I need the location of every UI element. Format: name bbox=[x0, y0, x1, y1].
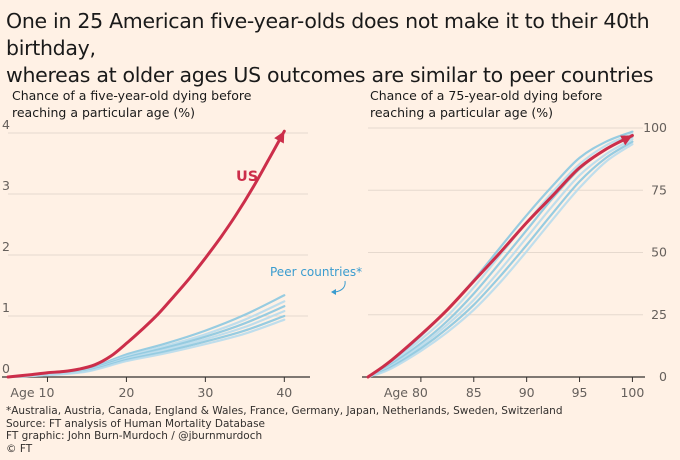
chart1-peer-pointer-head bbox=[331, 289, 336, 295]
chart1-y-tick-label: 2 bbox=[2, 239, 10, 254]
chart1-series-peer-line bbox=[6, 318, 286, 379]
chart1-subtitle-line1: Chance of a five-year-old dying before bbox=[12, 88, 252, 103]
chart1-subtitle-line2: reaching a particular age (%) bbox=[12, 105, 195, 120]
chart2-series-peer-line bbox=[366, 140, 634, 379]
chart2-series-us-line bbox=[366, 134, 634, 379]
chart1-x-tick-label: 40 bbox=[276, 385, 292, 400]
chart1-x-tick-label: Age 10 bbox=[10, 385, 54, 400]
chart2-subtitle-line2: reaching a particular age (%) bbox=[370, 105, 553, 120]
chart-headline: One in 25 American five-year-olds does n… bbox=[6, 8, 678, 89]
chart1-series-peer-line bbox=[6, 300, 286, 379]
copyright-note: © FT bbox=[6, 442, 33, 455]
chart2-x-tick-label: 95 bbox=[572, 385, 588, 400]
chart-headline-line2: whereas at older ages US outcomes are si… bbox=[6, 63, 654, 87]
footer: *Australia, Austria, Canada, England & W… bbox=[6, 405, 563, 455]
chart2-us-arrowhead bbox=[620, 135, 633, 146]
chart2-y-tick-label: 100 bbox=[643, 120, 667, 135]
chart2-y-tick-label: 50 bbox=[651, 245, 667, 260]
chart2-subtitle-line1: Chance of a 75-year-old dying before bbox=[370, 88, 603, 103]
chart1-y-tick-label: 3 bbox=[2, 178, 10, 193]
chart2-series-peer-line bbox=[366, 143, 634, 379]
chart1-x-tick-label: 20 bbox=[118, 385, 134, 400]
chart1-y-tick-label: 0 bbox=[2, 361, 10, 376]
footnote: *Australia, Austria, Canada, England & W… bbox=[6, 405, 563, 417]
chart1-us-arrowhead bbox=[274, 131, 285, 144]
chart2-x-tick-label: 90 bbox=[519, 385, 535, 400]
source-note: Source: FT analysis of Human Mortality D… bbox=[6, 417, 266, 430]
chart2-x-tick-label: 85 bbox=[466, 385, 482, 400]
chart2-y-tick-label: 75 bbox=[651, 182, 667, 197]
chart1-y-tick-label: 4 bbox=[2, 117, 10, 132]
chart2-x-tick-label: Age 80 bbox=[384, 385, 428, 400]
chart-headline-line1: One in 25 American five-year-olds does n… bbox=[6, 9, 650, 60]
credit-note: FT graphic: John Burn-Murdoch / @jburnmu… bbox=[6, 430, 263, 443]
chart1-y-tick-label: 1 bbox=[2, 300, 10, 315]
chart1-peer-label: Peer countries* bbox=[270, 265, 362, 279]
chart2-series-peer-line bbox=[366, 133, 634, 379]
chart2-y-tick-label: 25 bbox=[651, 307, 667, 322]
chart1-peer-pointer bbox=[334, 280, 346, 293]
chart1-series-us-line bbox=[6, 129, 286, 379]
chart1-x-tick-label: 30 bbox=[197, 385, 213, 400]
chart1-series-peer-line bbox=[6, 294, 286, 379]
chart2-series-peer-line bbox=[366, 138, 634, 379]
chart2-x-tick-label: 100 bbox=[620, 385, 644, 400]
chart2-y-tick-label: 0 bbox=[659, 369, 667, 384]
chart1-us-label: US bbox=[236, 169, 258, 185]
